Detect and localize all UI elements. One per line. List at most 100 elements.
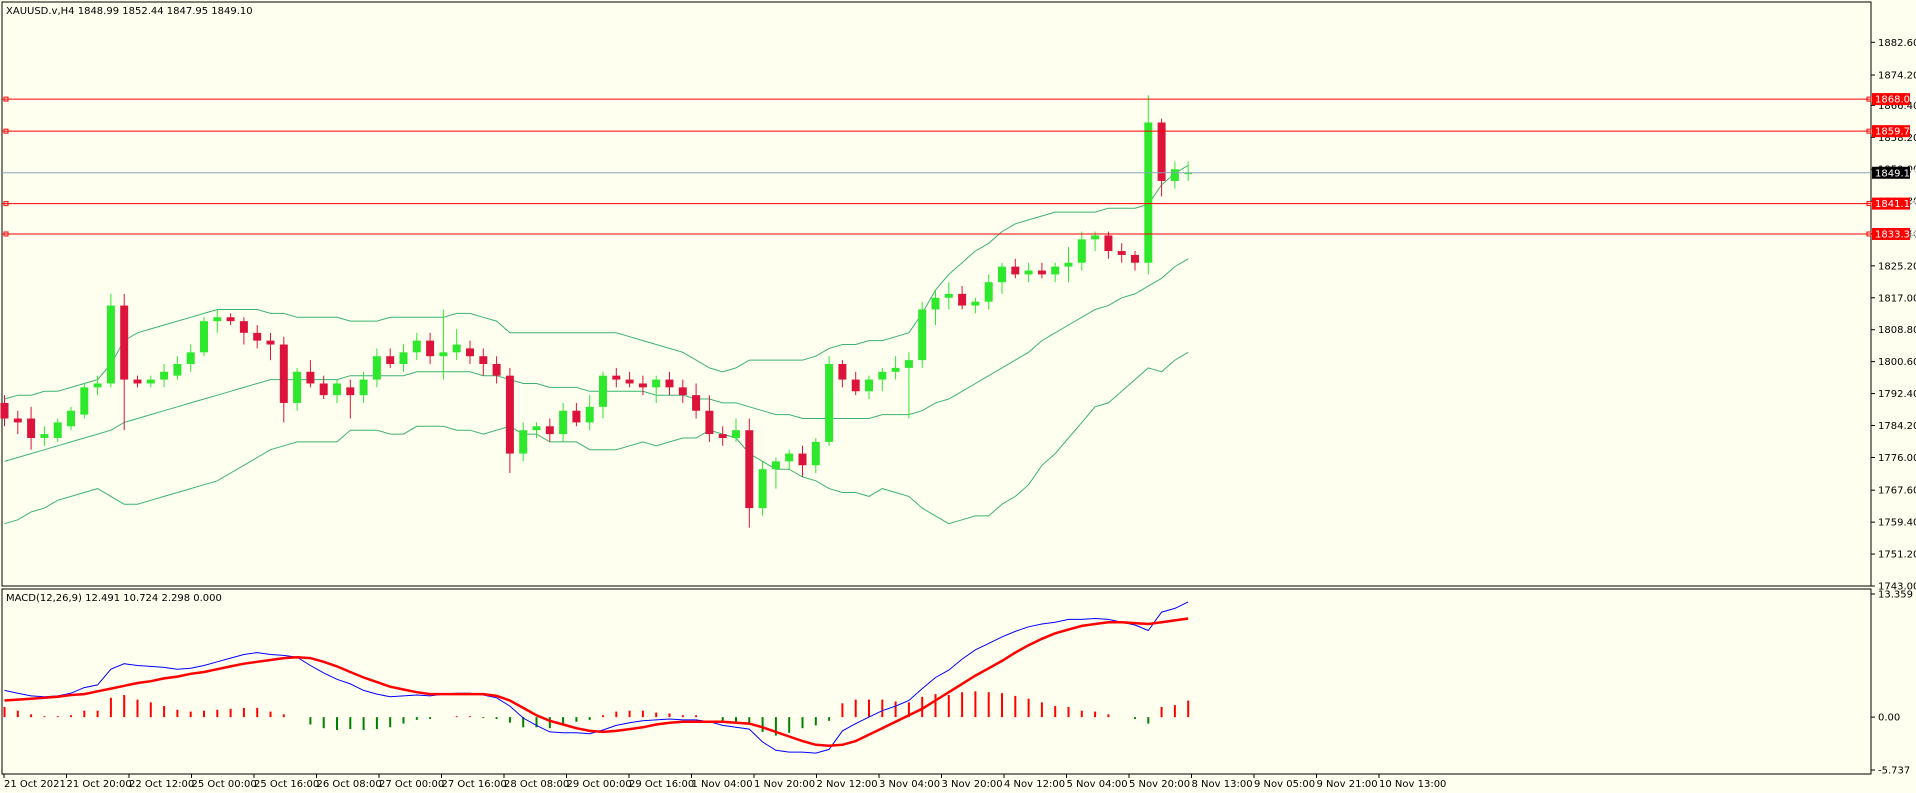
candle-body — [771, 461, 780, 470]
level-handle — [3, 231, 9, 237]
current-price-box — [1872, 166, 1910, 179]
level-price-box — [1872, 93, 1910, 106]
candle-body — [1117, 251, 1126, 255]
level-handle — [1866, 201, 1872, 207]
candle-body — [519, 430, 528, 454]
candle-body — [811, 441, 820, 466]
time-tick-label: 29 Oct 00:00 — [567, 779, 632, 790]
candle-body — [133, 379, 142, 384]
candle-body — [426, 340, 435, 357]
price-tick-label: 1858.20 — [1878, 133, 1916, 144]
price-tick-label: 1767.60 — [1878, 486, 1916, 497]
candle-body — [359, 379, 368, 396]
candle-body — [333, 383, 341, 396]
candle-body — [439, 352, 448, 357]
candle-body — [931, 297, 940, 310]
candle-body — [732, 430, 740, 438]
candle-body — [891, 367, 900, 372]
candle-body — [718, 434, 727, 438]
price-tick-label: 1800.60 — [1878, 357, 1916, 368]
level-price-label: 1833.38 — [1875, 229, 1916, 240]
candle-body — [838, 363, 847, 380]
macd-pane-frame — [1, 588, 1872, 775]
candle-body — [1104, 235, 1113, 252]
level-handle — [3, 128, 9, 134]
candle-body — [1037, 270, 1046, 275]
price-tick-label: 1866.40 — [1878, 101, 1916, 112]
time-tick-label: 4 Nov 12:00 — [1004, 779, 1065, 790]
candle-body — [279, 344, 288, 403]
candle-body — [1184, 173, 1193, 175]
level-handle — [1866, 96, 1872, 102]
bollinger-lower-line — [4, 351, 1189, 525]
price-tick-label: 1808.80 — [1878, 325, 1916, 336]
candle-body — [625, 379, 634, 384]
candle-body — [599, 375, 607, 407]
candle-body — [998, 266, 1006, 283]
candle-body — [545, 426, 554, 435]
candle-body — [918, 309, 927, 361]
candle-body — [412, 340, 421, 353]
time-tick-label: 3 Nov 04:00 — [879, 779, 940, 790]
candle-body — [492, 363, 501, 376]
price-tick-label: 1776.00 — [1878, 453, 1916, 464]
candle-body — [1131, 254, 1139, 263]
candle-body — [346, 387, 355, 396]
price-tick-label: 1882.60 — [1878, 38, 1916, 49]
candle-body — [798, 453, 807, 466]
candle-body — [93, 383, 102, 388]
time-tick-label: 27 Oct 16:00 — [442, 779, 507, 790]
candle-body — [466, 348, 474, 357]
candle-body — [200, 321, 208, 353]
macd-tick-label: -5.737 — [1878, 766, 1910, 777]
candle-body — [226, 317, 235, 322]
candle-body — [745, 430, 754, 509]
candle-body — [638, 383, 647, 388]
candle-body — [452, 344, 461, 353]
time-tick-label: 29 Oct 16:00 — [629, 779, 694, 790]
candle-body — [825, 363, 834, 442]
candle-body — [612, 375, 621, 380]
macd-indicator — [3, 601, 1190, 754]
level-price-box — [1872, 197, 1910, 210]
candle-body — [146, 379, 155, 384]
candle-body — [1051, 266, 1060, 275]
macd-signal-line — [4, 617, 1189, 747]
candle-body — [1144, 122, 1153, 263]
candle-body — [904, 360, 913, 368]
level-price-box — [1872, 227, 1910, 240]
candle-body — [572, 410, 581, 423]
time-tick-label: 9 Nov 05:00 — [1254, 779, 1315, 790]
candlesticks — [0, 95, 1193, 528]
candle-body — [173, 363, 182, 376]
candle-body — [306, 371, 315, 384]
candle-body — [665, 379, 674, 388]
bollinger-bands — [4, 164, 1189, 525]
time-tick-label: 28 Oct 08:00 — [504, 779, 569, 790]
level-handle — [3, 96, 9, 102]
candle-body — [851, 379, 860, 392]
candle-body — [532, 426, 541, 431]
bollinger-middle-line — [4, 258, 1189, 462]
price-tick-label: 1784.20 — [1878, 421, 1916, 432]
time-tick-label: 25 Oct 16:00 — [254, 779, 319, 790]
time-tick-label: 3 Nov 20:00 — [942, 779, 1003, 790]
time-tick-label: 1 Nov 20:00 — [754, 779, 815, 790]
current-price-label: 1849.10 — [1875, 168, 1916, 179]
price-tick-label: 1874.20 — [1878, 70, 1916, 81]
time-tick-label: 21 Oct 20:00 — [67, 779, 132, 790]
horizontal-levels[interactable] — [2, 96, 1872, 237]
time-tick-label: 2 Nov 12:00 — [817, 779, 878, 790]
level-price-label: 1859.78 — [1875, 127, 1916, 138]
candle-body — [372, 356, 381, 380]
candle-body — [692, 395, 701, 411]
candle-body — [758, 469, 767, 509]
candle-body — [944, 293, 953, 298]
time-tick-label: 27 Oct 00:00 — [379, 779, 444, 790]
candle-body — [1077, 239, 1086, 263]
candle-body — [386, 356, 395, 364]
time-tick-label: 5 Nov 20:00 — [1129, 779, 1190, 790]
candle-body — [505, 375, 514, 454]
